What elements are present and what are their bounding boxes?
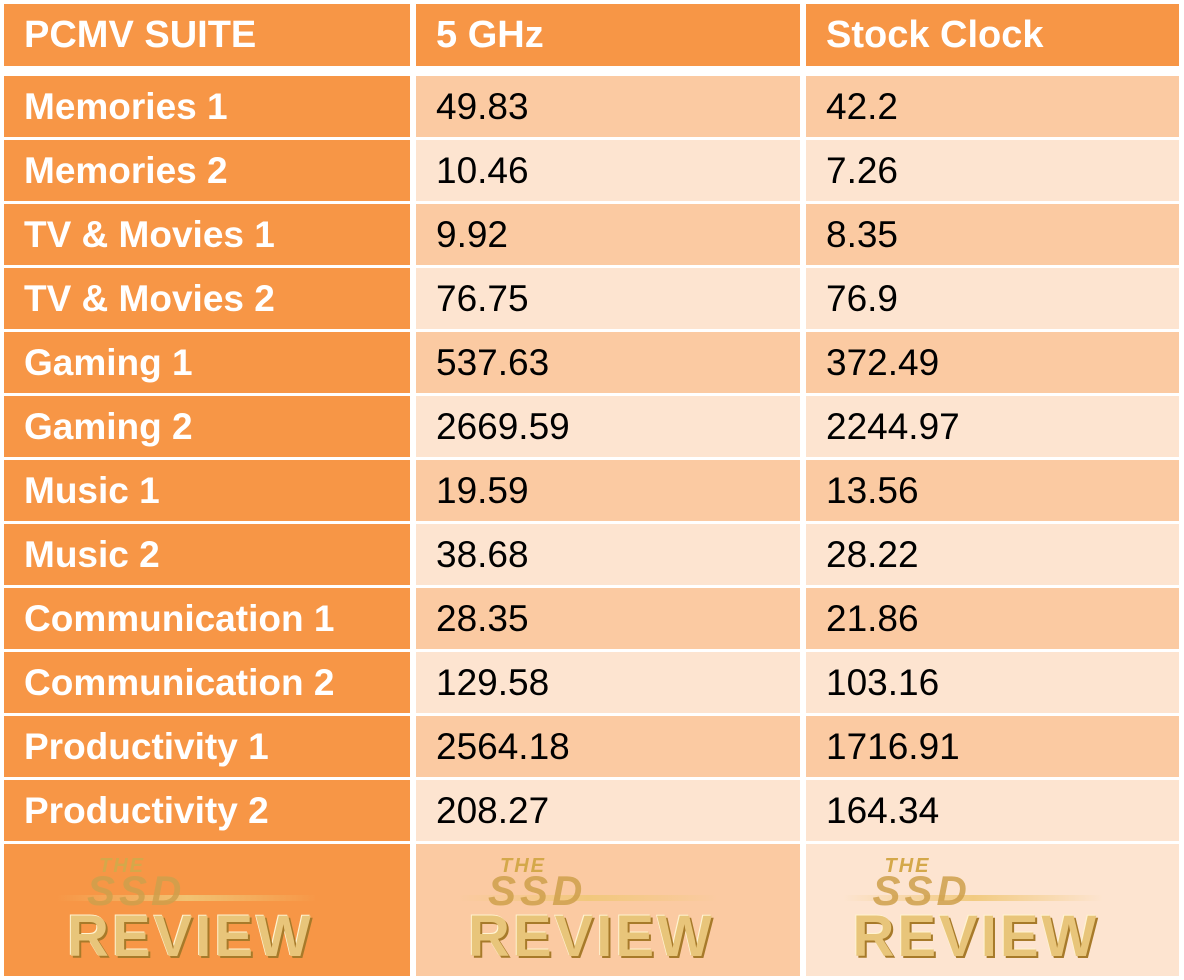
value-stock-clock: 8.35 bbox=[806, 204, 1179, 265]
logo-line-review: REVIEW bbox=[468, 904, 715, 969]
value-stock-clock: 7.26 bbox=[806, 140, 1179, 201]
value-stock-clock: 21.86 bbox=[806, 588, 1179, 649]
header-gap bbox=[4, 66, 410, 76]
ssd-review-logo: THE SSD REVIEW bbox=[57, 855, 357, 969]
value-5ghz: 19.59 bbox=[416, 460, 800, 521]
header-gap bbox=[416, 66, 800, 76]
logo-line-the: THE bbox=[99, 855, 145, 877]
value-stock-clock: 42.2 bbox=[806, 76, 1179, 137]
value-5ghz: 76.75 bbox=[416, 268, 800, 329]
value-5ghz: 9.92 bbox=[416, 204, 800, 265]
row-label: Gaming 2 bbox=[4, 396, 410, 457]
logo-streak bbox=[842, 895, 1103, 901]
value-5ghz: 10.46 bbox=[416, 140, 800, 201]
row-label: Music 1 bbox=[4, 460, 410, 521]
row-label: TV & Movies 2 bbox=[4, 268, 410, 329]
logo-cell: THE SSD REVIEW bbox=[4, 844, 410, 976]
logo-line-the: THE bbox=[884, 855, 931, 877]
row-label: Communication 1 bbox=[4, 588, 410, 649]
logo-line-ssd: SSD bbox=[872, 867, 971, 914]
logo-line-ssd: SSD bbox=[488, 867, 587, 914]
header-5ghz: 5 GHz bbox=[416, 4, 800, 66]
value-stock-clock: 2244.97 bbox=[806, 396, 1179, 457]
value-5ghz: 38.68 bbox=[416, 524, 800, 585]
value-stock-clock: 164.34 bbox=[806, 780, 1179, 841]
value-stock-clock: 372.49 bbox=[806, 332, 1179, 393]
row-label: Memories 1 bbox=[4, 76, 410, 137]
value-stock-clock: 13.56 bbox=[806, 460, 1179, 521]
header-gap bbox=[806, 66, 1179, 76]
logo-cell: THE SSD REVIEW bbox=[806, 844, 1179, 976]
value-5ghz: 2669.59 bbox=[416, 396, 800, 457]
header-suite: PCMV SUITE bbox=[4, 4, 410, 66]
value-5ghz: 129.58 bbox=[416, 652, 800, 713]
value-stock-clock: 76.9 bbox=[806, 268, 1179, 329]
row-label: Music 2 bbox=[4, 524, 410, 585]
value-5ghz: 28.35 bbox=[416, 588, 800, 649]
row-label: Communication 2 bbox=[4, 652, 410, 713]
logo-line-the: THE bbox=[500, 855, 546, 877]
value-5ghz: 49.83 bbox=[416, 76, 800, 137]
ssd-review-logo: THE SSD REVIEW bbox=[458, 855, 758, 969]
logo-line-ssd: SSD bbox=[87, 867, 186, 914]
value-5ghz: 2564.18 bbox=[416, 716, 800, 777]
value-stock-clock: 103.16 bbox=[806, 652, 1179, 713]
row-label: Productivity 1 bbox=[4, 716, 410, 777]
logo-line-review: REVIEW bbox=[67, 904, 314, 969]
ssd-review-logo: THE SSD REVIEW bbox=[842, 855, 1143, 969]
logo-cell: THE SSD REVIEW bbox=[416, 844, 800, 976]
logo-streak bbox=[57, 895, 317, 901]
row-label: Memories 2 bbox=[4, 140, 410, 201]
logo-streak bbox=[458, 895, 718, 901]
value-stock-clock: 1716.91 bbox=[806, 716, 1179, 777]
header-stock-clock: Stock Clock bbox=[806, 4, 1179, 66]
row-label: Productivity 2 bbox=[4, 780, 410, 841]
logo-line-review: REVIEW bbox=[852, 904, 1100, 969]
value-5ghz: 208.27 bbox=[416, 780, 800, 841]
value-stock-clock: 28.22 bbox=[806, 524, 1179, 585]
row-label: TV & Movies 1 bbox=[4, 204, 410, 265]
value-5ghz: 537.63 bbox=[416, 332, 800, 393]
row-label: Gaming 1 bbox=[4, 332, 410, 393]
